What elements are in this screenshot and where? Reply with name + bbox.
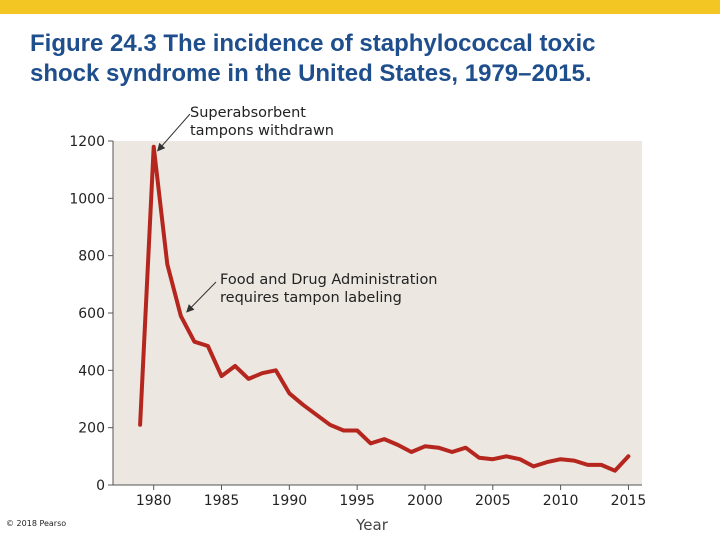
- annotation-label: requires tampon labeling: [220, 290, 402, 306]
- y-tick-label: 0: [96, 478, 105, 494]
- y-tick-label: 1200: [69, 134, 105, 150]
- annotation-label: tampons withdrawn: [190, 123, 334, 139]
- x-axis-title: Year: [355, 516, 389, 534]
- x-tick-label: 2010: [543, 493, 579, 509]
- page-title: Figure 24.3 The incidence of staphylococ…: [30, 29, 710, 89]
- title-line-2: shock syndrome in the United States, 197…: [30, 60, 592, 87]
- title-line-1: Figure 24.3 The incidence of staphylococ…: [30, 30, 596, 57]
- x-tick-label: 2005: [475, 493, 511, 509]
- annotation-label: Food and Drug Administration: [220, 272, 438, 288]
- x-axis-ticks: 1980 1985 1990 1995 2000 2005 2010 2015: [136, 485, 646, 509]
- accent-top-bar: [0, 0, 720, 14]
- y-tick-label: 1000: [69, 191, 105, 207]
- series-layer: [138, 144, 631, 473]
- annotation-arrow: [157, 113, 191, 152]
- y-tick-label: 400: [78, 363, 105, 379]
- x-tick-label: 2000: [407, 493, 443, 509]
- annotation-arrow: [186, 281, 217, 313]
- y-tick-label: 200: [78, 421, 105, 437]
- annotation-label: Superabsorbent: [190, 105, 306, 121]
- x-tick-label: 2015: [611, 493, 647, 509]
- annotations: Superabsorbent tampons withdrawn Food and …: [157, 105, 438, 313]
- y-axis-ticks: 0 200 400 600 800 1000 1200: [69, 134, 113, 494]
- x-tick-label: 1990: [272, 493, 308, 509]
- y-tick-label: 600: [78, 306, 105, 322]
- series-line: [138, 144, 631, 473]
- x-tick-label: 1995: [339, 493, 375, 509]
- x-tick-label: 1985: [204, 493, 240, 509]
- copyright-notice: © 2018 Pearso: [6, 519, 67, 528]
- plot-background: [113, 141, 642, 485]
- y-tick-label: 800: [78, 249, 105, 265]
- x-tick-label: 1980: [136, 493, 172, 509]
